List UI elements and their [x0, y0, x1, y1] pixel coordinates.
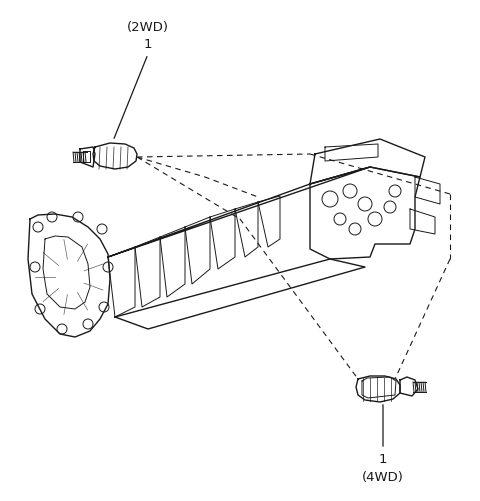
Polygon shape — [258, 196, 280, 247]
Polygon shape — [28, 214, 110, 337]
Polygon shape — [135, 237, 160, 308]
Polygon shape — [310, 168, 420, 260]
Polygon shape — [80, 148, 95, 168]
Polygon shape — [210, 209, 235, 270]
Text: 1: 1 — [379, 452, 387, 465]
Polygon shape — [93, 144, 137, 170]
Polygon shape — [415, 178, 440, 204]
Text: (4WD): (4WD) — [362, 470, 404, 483]
Polygon shape — [410, 209, 435, 234]
Polygon shape — [185, 217, 210, 285]
Text: (2WD): (2WD) — [127, 22, 169, 35]
Polygon shape — [108, 247, 135, 317]
Polygon shape — [108, 168, 370, 258]
Text: 1: 1 — [144, 38, 152, 51]
Polygon shape — [160, 227, 185, 298]
Polygon shape — [235, 202, 258, 258]
Polygon shape — [400, 377, 418, 396]
Polygon shape — [115, 260, 365, 329]
Polygon shape — [356, 376, 400, 402]
Polygon shape — [310, 140, 425, 185]
